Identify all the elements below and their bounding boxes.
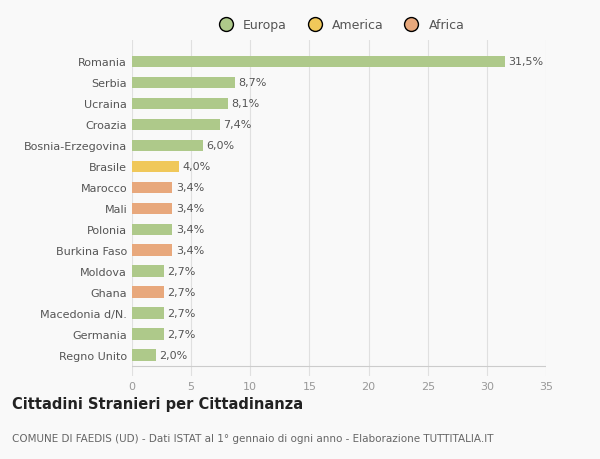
Bar — [132, 203, 172, 215]
Text: 3,4%: 3,4% — [176, 183, 204, 193]
Text: Cittadini Stranieri per Cittadinanza: Cittadini Stranieri per Cittadinanza — [12, 397, 303, 412]
Text: 3,4%: 3,4% — [176, 225, 204, 235]
Bar — [132, 140, 203, 152]
Text: 2,7%: 2,7% — [167, 288, 196, 297]
Text: COMUNE DI FAEDIS (UD) - Dati ISTAT al 1° gennaio di ogni anno - Elaborazione TUT: COMUNE DI FAEDIS (UD) - Dati ISTAT al 1°… — [12, 433, 493, 442]
Bar — [132, 182, 172, 194]
Text: 2,7%: 2,7% — [167, 308, 196, 319]
Bar — [132, 161, 179, 173]
Text: 3,4%: 3,4% — [176, 246, 204, 256]
Text: 6,0%: 6,0% — [206, 141, 235, 151]
Text: 4,0%: 4,0% — [183, 162, 211, 172]
Bar — [132, 98, 228, 110]
Bar — [132, 287, 164, 298]
Bar — [132, 350, 155, 361]
Bar — [132, 56, 505, 68]
Bar — [132, 266, 164, 277]
Bar — [132, 78, 235, 89]
Text: 8,7%: 8,7% — [238, 78, 267, 88]
Bar — [132, 329, 164, 340]
Bar — [132, 119, 220, 131]
Bar — [132, 224, 172, 235]
Text: 8,1%: 8,1% — [232, 99, 260, 109]
Legend: Europa, America, Africa: Europa, America, Africa — [208, 14, 470, 37]
Text: 2,0%: 2,0% — [159, 350, 187, 360]
Text: 2,7%: 2,7% — [167, 267, 196, 277]
Bar — [132, 245, 172, 257]
Text: 31,5%: 31,5% — [508, 57, 543, 67]
Bar — [132, 308, 164, 319]
Text: 2,7%: 2,7% — [167, 330, 196, 340]
Text: 7,4%: 7,4% — [223, 120, 251, 130]
Text: 3,4%: 3,4% — [176, 204, 204, 214]
